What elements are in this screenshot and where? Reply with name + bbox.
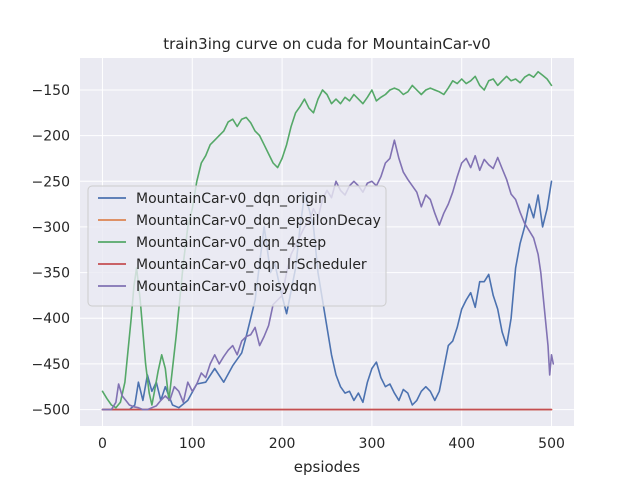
x-tick-label: 100 [179,436,206,452]
x-tick-labels: 0 100 200 300 400 500 [98,436,565,452]
y-tick-label: −200 [32,129,70,145]
y-tick-label: −500 [32,403,70,419]
legend-entry: MountainCar-v0_dqn_epsilonDecay [136,213,381,229]
legend-entry: MountainCar-v0_dqn_4step [136,235,326,251]
y-tick-label: −450 [32,357,70,373]
x-tick-label: 500 [538,436,565,452]
y-tick-labels: −500 −450 −400 −350 −300 −250 −200 −150 [32,83,70,419]
series-line-MountainCar-v0_dqn_4step [101,70,553,409]
x-tick-label: 300 [359,436,386,452]
legend: MountainCar-v0_dqn_origin MountainCar-v0_… [87,185,387,307]
x-axis-label: epsiodes [294,458,361,476]
y-tick-label: −250 [32,174,70,190]
legend-entry: MountainCar-v0_dqn_origin [136,191,327,207]
x-tick-label: 400 [448,436,475,452]
chart-title: train3ing curve on cuda for MountainCar-… [163,35,490,53]
x-tick-label: 0 [98,436,107,452]
legend-entry: MountainCar-v0_dqn_lrScheduler [136,257,367,273]
legend-frame [87,185,387,307]
legend-entry: MountainCar-v0_noisydqn [136,279,317,295]
y-tick-label: −400 [32,311,70,327]
y-tick-label: −300 [32,220,70,236]
y-tick-label: −350 [32,266,70,282]
y-tick-label: −150 [32,83,70,99]
x-tick-label: 200 [269,436,296,452]
